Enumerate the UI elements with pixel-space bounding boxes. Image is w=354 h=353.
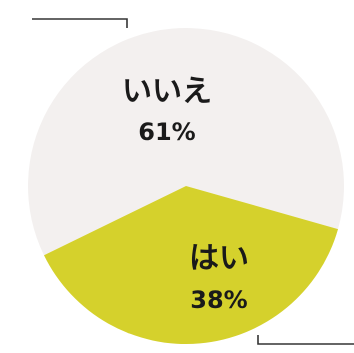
pie-slice-yes: [43, 186, 339, 345]
slice-label-yes: はい 38%: [189, 241, 249, 314]
slice-label-no-value: 61%: [138, 118, 195, 146]
pie-slices: [28, 28, 345, 345]
bottom-leader-line: [257, 335, 354, 345]
slice-label-no-name: いいえ: [122, 74, 212, 109]
top-leader-line: [32, 18, 128, 28]
slice-label-yes-name: はい: [189, 241, 249, 276]
slice-label-yes-value: 38%: [190, 286, 247, 314]
pie-slice-no: [28, 28, 345, 256]
slice-label-no: いいえ 61%: [122, 74, 212, 146]
